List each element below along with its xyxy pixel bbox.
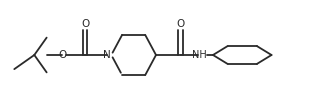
Text: NH: NH	[192, 50, 207, 60]
Text: O: O	[177, 18, 185, 28]
Text: O: O	[58, 50, 66, 60]
Text: O: O	[81, 18, 89, 28]
Text: N: N	[103, 50, 111, 60]
